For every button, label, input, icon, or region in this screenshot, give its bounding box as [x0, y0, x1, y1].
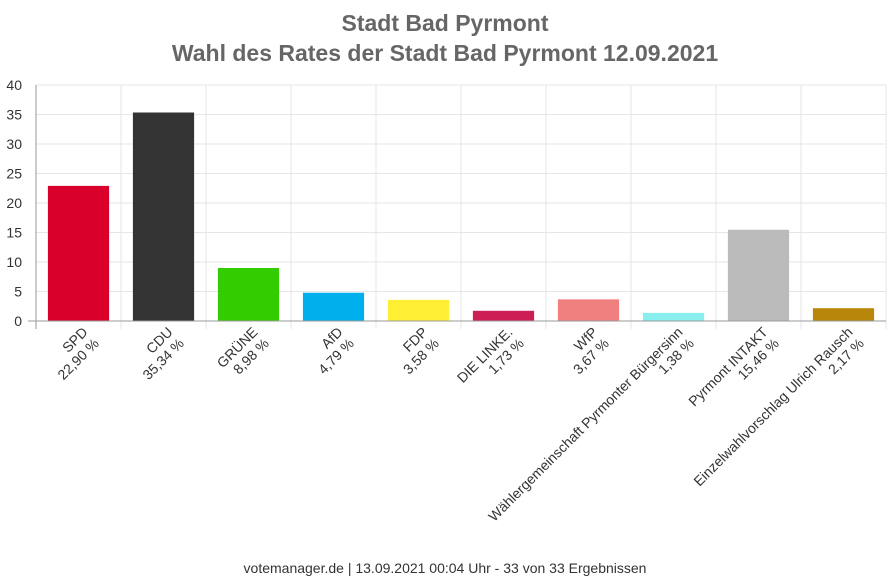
y-tick-label: 40	[6, 77, 22, 93]
y-tick-label: 0	[14, 313, 22, 329]
bar-1[interactable]	[132, 112, 195, 321]
y-tick-label: 15	[6, 225, 22, 241]
bar-5[interactable]	[472, 310, 535, 321]
chart-title-line1: Stadt Bad Pyrmont	[341, 10, 549, 36]
y-tick-label: 20	[6, 195, 22, 211]
bar-0[interactable]	[47, 185, 110, 321]
x-label-group: DIE LINKE.1,73 %	[454, 324, 527, 386]
y-tick-label: 35	[6, 107, 22, 123]
chart-title-line2: Wahl des Rates der Stadt Bad Pyrmont 12.…	[171, 40, 719, 66]
bar-3[interactable]	[302, 292, 365, 321]
y-tick-label: 25	[6, 166, 22, 182]
y-tick-label: 30	[6, 136, 22, 152]
bar-2[interactable]	[217, 268, 280, 321]
bar-6[interactable]	[557, 299, 620, 321]
y-axis-ticks: 0 5 10 15 20 25 30 35 40	[6, 77, 22, 329]
bar-9[interactable]	[812, 308, 875, 321]
chart-title: Stadt Bad Pyrmont Wahl des Rates der Sta…	[0, 8, 890, 68]
bar-4[interactable]	[387, 299, 450, 321]
bars	[47, 112, 875, 321]
y-tick-label: 5	[14, 284, 22, 300]
footer-source: votemanager.de | 13.09.2021 00:04 Uhr - …	[243, 560, 647, 576]
bar-7[interactable]	[642, 312, 705, 321]
y-tick-label: 10	[6, 254, 22, 270]
bar-8[interactable]	[727, 229, 790, 321]
